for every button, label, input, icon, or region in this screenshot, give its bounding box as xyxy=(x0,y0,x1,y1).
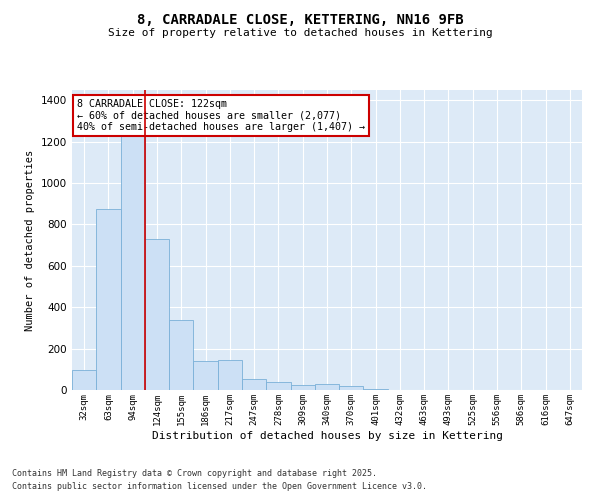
Text: Contains public sector information licensed under the Open Government Licence v3: Contains public sector information licen… xyxy=(12,482,427,491)
Bar xyxy=(145,239,169,390)
Bar xyxy=(242,378,266,390)
Bar xyxy=(290,385,315,390)
Bar xyxy=(72,370,96,390)
X-axis label: Distribution of detached houses by size in Kettering: Distribution of detached houses by size … xyxy=(151,430,503,440)
Bar xyxy=(218,360,242,390)
Text: 8, CARRADALE CLOSE, KETTERING, NN16 9FB: 8, CARRADALE CLOSE, KETTERING, NN16 9FB xyxy=(137,12,463,26)
Bar xyxy=(169,320,193,390)
Bar xyxy=(315,384,339,390)
Bar xyxy=(266,382,290,390)
Text: 8 CARRADALE CLOSE: 122sqm
← 60% of detached houses are smaller (2,077)
40% of se: 8 CARRADALE CLOSE: 122sqm ← 60% of detac… xyxy=(77,99,365,132)
Y-axis label: Number of detached properties: Number of detached properties xyxy=(25,150,35,330)
Bar xyxy=(121,136,145,390)
Text: Contains HM Land Registry data © Crown copyright and database right 2025.: Contains HM Land Registry data © Crown c… xyxy=(12,468,377,477)
Bar xyxy=(96,209,121,390)
Text: Size of property relative to detached houses in Kettering: Size of property relative to detached ho… xyxy=(107,28,493,38)
Bar xyxy=(339,386,364,390)
Bar xyxy=(193,361,218,390)
Bar xyxy=(364,389,388,390)
